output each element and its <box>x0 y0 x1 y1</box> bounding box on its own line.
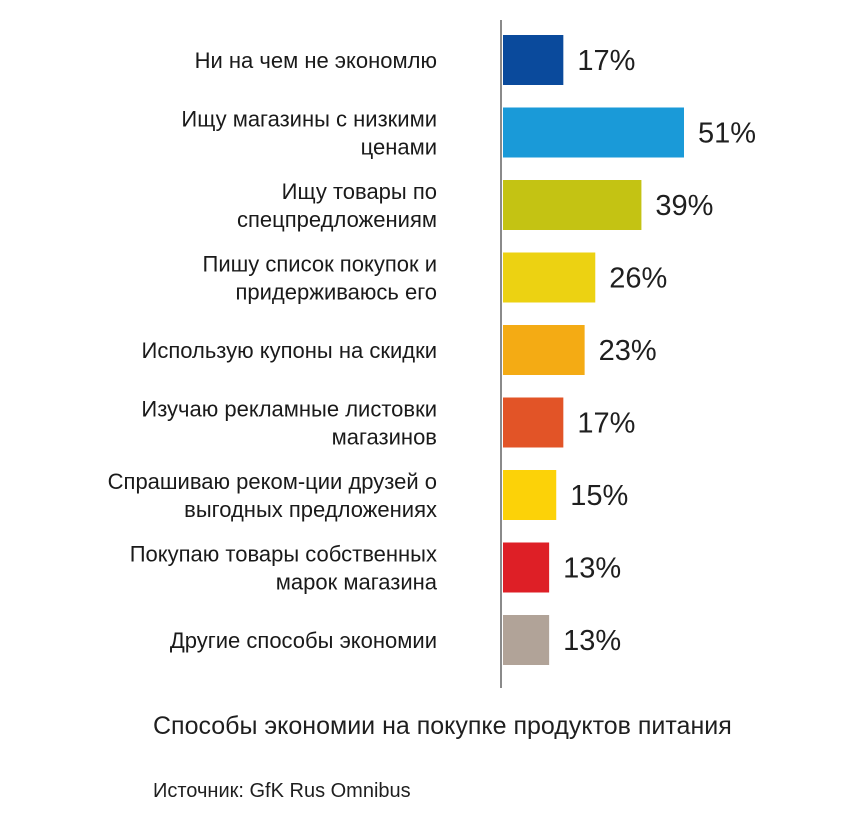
category-label: Ищу товары по <box>282 179 437 204</box>
value-label: 13% <box>563 553 621 585</box>
category-label: спецпредложениям <box>237 207 437 232</box>
category-label: Ищу магазины с низкими <box>181 107 437 132</box>
bar-chart: 17% Ни на чем не экономлю 51% Ищу магазины … <box>108 20 756 688</box>
category-label: Ни на чем не экономлю <box>195 48 437 73</box>
bar <box>503 470 557 520</box>
bar <box>503 397 564 448</box>
category-label: Другие способы экономии <box>170 628 437 653</box>
category-label: Использую купоны на скидки <box>142 338 438 363</box>
bar <box>503 542 550 593</box>
value-label: 26% <box>609 263 667 295</box>
value-label: 17% <box>577 45 635 77</box>
value-label: 15% <box>570 480 628 512</box>
bar <box>503 325 585 375</box>
bar <box>503 107 684 158</box>
category-label: Изучаю рекламные листовки <box>141 397 437 422</box>
chart-caption: Способы экономии на покупке продуктов пи… <box>153 712 732 740</box>
bar <box>503 180 642 230</box>
value-label: 13% <box>563 625 621 657</box>
value-label: 23% <box>599 335 657 367</box>
bar <box>503 35 564 85</box>
bar <box>503 252 596 303</box>
category-label: ценами <box>361 135 437 160</box>
category-label: марок магазина <box>276 570 438 595</box>
bar <box>503 615 550 665</box>
value-label: 17% <box>577 408 635 440</box>
category-label: магазинов <box>332 425 437 450</box>
value-label: 39% <box>655 190 713 222</box>
category-label: выгодных предложениях <box>184 497 437 522</box>
category-label: Спрашиваю реком-ции друзей о <box>108 469 437 494</box>
chart-source: Источник: GfK Rus Omnibus <box>153 780 411 802</box>
category-label: Покупаю товары собственных <box>130 542 437 567</box>
value-label: 51% <box>698 118 756 150</box>
category-label: Пишу список покупок и <box>203 252 437 277</box>
category-label: придерживаюсь его <box>235 280 437 305</box>
